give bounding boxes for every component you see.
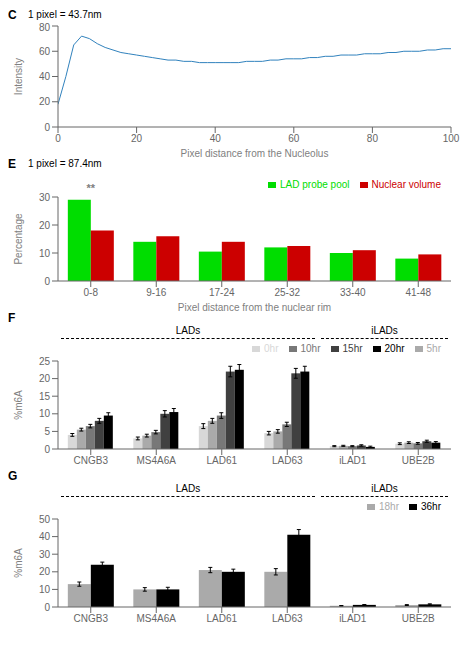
svg-text:100: 100 (443, 133, 460, 144)
html-text:G: G (8, 469, 18, 483)
svg-text:17-24: 17-24 (209, 287, 235, 298)
html-text:1 pixel = 43.7nm: 1 pixel = 43.7nm (28, 9, 102, 20)
svg-text:20: 20 (39, 220, 51, 231)
svg-text:LAD61: LAD61 (206, 455, 237, 466)
svg-text:MS4A6A: MS4A6A (137, 455, 177, 466)
svg-text:0: 0 (44, 602, 50, 613)
svg-text:UBE2B: UBE2B (402, 613, 435, 624)
svg-text:LAD61: LAD61 (206, 613, 237, 624)
svg-text:10: 10 (39, 408, 51, 419)
svg-text:Percentage: Percentage (13, 213, 24, 265)
svg-text:33-40: 33-40 (340, 287, 366, 298)
svg-text:80: 80 (39, 22, 51, 33)
html-text:36hr: 36hr (421, 501, 441, 512)
html-text:20hr: 20hr (384, 343, 405, 354)
svg-text:Pixel distance from the nuclea: Pixel distance from the nuclear rim (178, 302, 331, 311)
svg-text:0-8: 0-8 (84, 287, 99, 298)
svg-text:10: 10 (39, 248, 51, 259)
svg-text:0: 0 (44, 276, 50, 287)
svg-text:0: 0 (44, 122, 50, 133)
svg-text:LAD63: LAD63 (272, 613, 303, 624)
svg-text:20: 20 (131, 133, 143, 144)
html-text:10hr: 10hr (300, 343, 321, 354)
svg-text:20: 20 (39, 566, 51, 577)
svg-text:20: 20 (39, 96, 51, 107)
svg-text:40: 40 (39, 71, 51, 82)
svg-text:iLAD1: iLAD1 (339, 613, 367, 624)
html-text:LAD probe pool: LAD probe pool (280, 179, 350, 190)
html-text:0hr: 0hr (264, 343, 279, 354)
svg-text:**: ** (86, 182, 95, 194)
svg-text:0: 0 (55, 133, 61, 144)
html-text:iLADs: iLADs (371, 483, 398, 494)
svg-text:%m6A: %m6A (13, 390, 24, 420)
svg-text:15: 15 (39, 391, 51, 402)
html-text:Nuclear volume: Nuclear volume (371, 179, 441, 190)
html-text:LADs: LADs (175, 483, 201, 494)
svg-text:30: 30 (39, 192, 51, 203)
svg-text:40: 40 (210, 133, 222, 144)
svg-text:20: 20 (39, 373, 51, 384)
svg-text:9-16: 9-16 (146, 287, 166, 298)
svg-text:iLAD1: iLAD1 (339, 455, 367, 466)
svg-text:CNGB3: CNGB3 (74, 613, 109, 624)
html-text:LADs: LADs (175, 325, 201, 336)
html-text:E: E (8, 157, 16, 171)
svg-text:0: 0 (44, 444, 50, 455)
svg-text:25: 25 (39, 356, 51, 367)
svg-text:Pixel distance from the Nucleo: Pixel distance from the Nucleolus (181, 148, 329, 157)
html-text:iLADs: iLADs (371, 325, 398, 336)
html-text:C: C (8, 8, 17, 22)
svg-text:CNGB3: CNGB3 (74, 455, 109, 466)
html-text:15hr: 15hr (342, 343, 363, 354)
svg-text:60: 60 (39, 46, 51, 57)
svg-text:25-32: 25-32 (274, 287, 300, 298)
svg-text:80: 80 (367, 133, 379, 144)
html-text:18hr: 18hr (379, 501, 399, 512)
html-text:5hr: 5hr (426, 343, 441, 354)
svg-text:41-48: 41-48 (405, 287, 431, 298)
svg-text:UBE2B: UBE2B (402, 455, 435, 466)
svg-text:%m6A: %m6A (13, 548, 24, 578)
svg-text:LAD63: LAD63 (272, 455, 303, 466)
svg-text:30: 30 (39, 549, 51, 560)
svg-text:Intensity: Intensity (13, 58, 24, 95)
svg-text:10: 10 (39, 584, 51, 595)
html-text:F: F (8, 311, 16, 325)
svg-text:40: 40 (39, 531, 51, 542)
svg-text:5: 5 (44, 426, 50, 437)
svg-text:MS4A6A: MS4A6A (137, 613, 177, 624)
html-text:1 pixel = 87.4nm: 1 pixel = 87.4nm (28, 158, 102, 169)
svg-text:60: 60 (288, 133, 300, 144)
svg-text:50: 50 (39, 514, 51, 525)
